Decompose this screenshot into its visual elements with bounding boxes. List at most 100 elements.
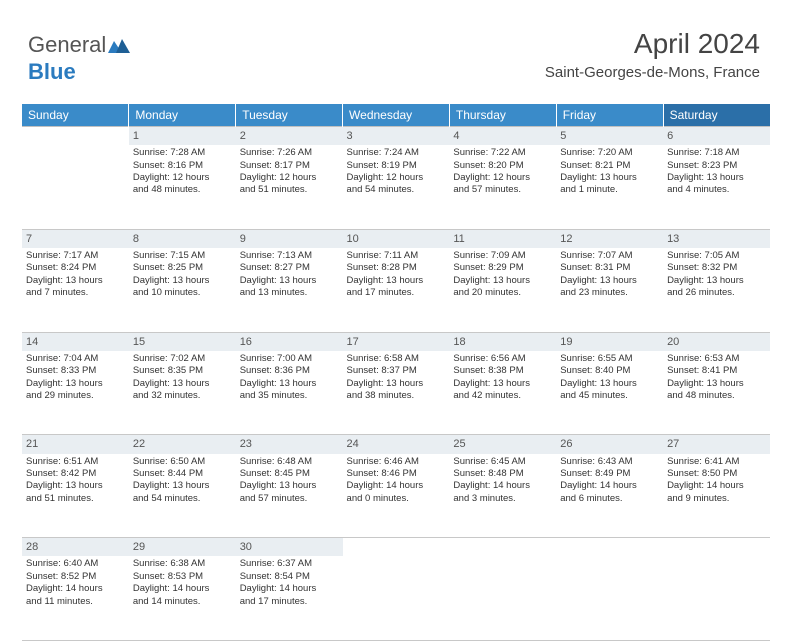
daylight1-text: Daylight: 13 hours — [133, 480, 232, 492]
day-number: 18 — [449, 332, 556, 351]
day-cell: Sunrise: 6:38 AMSunset: 8:53 PMDaylight:… — [129, 556, 236, 640]
weekday-friday: Friday — [556, 104, 663, 127]
daylight1-text: Daylight: 13 hours — [560, 172, 659, 184]
day-cell — [343, 556, 450, 640]
daylight1-text: Daylight: 14 hours — [347, 480, 446, 492]
sunset-text: Sunset: 8:23 PM — [667, 160, 766, 172]
daylight2-text: and 9 minutes. — [667, 493, 766, 505]
sunrise-text: Sunrise: 6:53 AM — [667, 353, 766, 365]
day-number: 7 — [22, 229, 129, 248]
sunset-text: Sunset: 8:41 PM — [667, 365, 766, 377]
day-number: 23 — [236, 435, 343, 454]
sunset-text: Sunset: 8:48 PM — [453, 468, 552, 480]
day-cell — [449, 556, 556, 640]
sunrise-text: Sunrise: 7:22 AM — [453, 147, 552, 159]
daylight1-text: Daylight: 13 hours — [133, 378, 232, 390]
daylight2-text: and 6 minutes. — [560, 493, 659, 505]
daylight1-text: Daylight: 13 hours — [26, 378, 125, 390]
sunrise-text: Sunrise: 6:37 AM — [240, 558, 339, 570]
day-cell: Sunrise: 7:26 AMSunset: 8:17 PMDaylight:… — [236, 145, 343, 229]
day-cell: Sunrise: 6:37 AMSunset: 8:54 PMDaylight:… — [236, 556, 343, 640]
day-number: 22 — [129, 435, 236, 454]
day-cell: Sunrise: 6:45 AMSunset: 8:48 PMDaylight:… — [449, 454, 556, 538]
sunset-text: Sunset: 8:16 PM — [133, 160, 232, 172]
daylight2-text: and 45 minutes. — [560, 390, 659, 402]
sunrise-text: Sunrise: 7:24 AM — [347, 147, 446, 159]
day-cell: Sunrise: 6:48 AMSunset: 8:45 PMDaylight:… — [236, 454, 343, 538]
content-row: Sunrise: 7:04 AMSunset: 8:33 PMDaylight:… — [22, 351, 770, 435]
sunset-text: Sunset: 8:49 PM — [560, 468, 659, 480]
daylight2-text: and 0 minutes. — [347, 493, 446, 505]
daylight1-text: Daylight: 13 hours — [347, 378, 446, 390]
sunrise-text: Sunrise: 7:04 AM — [26, 353, 125, 365]
daylight1-text: Daylight: 13 hours — [240, 275, 339, 287]
daylight1-text: Daylight: 14 hours — [26, 583, 125, 595]
sunrise-text: Sunrise: 7:15 AM — [133, 250, 232, 262]
day-cell — [22, 145, 129, 229]
sunset-text: Sunset: 8:46 PM — [347, 468, 446, 480]
day-number: 24 — [343, 435, 450, 454]
day-number: 26 — [556, 435, 663, 454]
day-cell: Sunrise: 7:28 AMSunset: 8:16 PMDaylight:… — [129, 145, 236, 229]
day-cell: Sunrise: 6:50 AMSunset: 8:44 PMDaylight:… — [129, 454, 236, 538]
daylight1-text: Daylight: 13 hours — [240, 378, 339, 390]
sunset-text: Sunset: 8:27 PM — [240, 262, 339, 274]
day-cell: Sunrise: 7:09 AMSunset: 8:29 PMDaylight:… — [449, 248, 556, 332]
day-number: 21 — [22, 435, 129, 454]
day-number: 2 — [236, 127, 343, 146]
sunrise-text: Sunrise: 6:41 AM — [667, 456, 766, 468]
sunrise-text: Sunrise: 6:55 AM — [560, 353, 659, 365]
day-cell: Sunrise: 6:40 AMSunset: 8:52 PMDaylight:… — [22, 556, 129, 640]
day-cell: Sunrise: 7:20 AMSunset: 8:21 PMDaylight:… — [556, 145, 663, 229]
sunset-text: Sunset: 8:52 PM — [26, 571, 125, 583]
daylight2-text: and 48 minutes. — [133, 184, 232, 196]
daylight2-text: and 17 minutes. — [347, 287, 446, 299]
day-number: 25 — [449, 435, 556, 454]
calendar-table: Sunday Monday Tuesday Wednesday Thursday… — [22, 104, 770, 641]
sunrise-text: Sunrise: 7:07 AM — [560, 250, 659, 262]
day-number: 20 — [663, 332, 770, 351]
daylight1-text: Daylight: 13 hours — [667, 172, 766, 184]
daylight2-text: and 14 minutes. — [133, 596, 232, 608]
sunrise-text: Sunrise: 7:02 AM — [133, 353, 232, 365]
day-cell: Sunrise: 6:55 AMSunset: 8:40 PMDaylight:… — [556, 351, 663, 435]
day-cell: Sunrise: 7:00 AMSunset: 8:36 PMDaylight:… — [236, 351, 343, 435]
content-row: Sunrise: 6:51 AMSunset: 8:42 PMDaylight:… — [22, 454, 770, 538]
daylight2-text: and 29 minutes. — [26, 390, 125, 402]
daylight1-text: Daylight: 14 hours — [133, 583, 232, 595]
daylight1-text: Daylight: 13 hours — [347, 275, 446, 287]
day-number: 1 — [129, 127, 236, 146]
day-number: 5 — [556, 127, 663, 146]
sunset-text: Sunset: 8:32 PM — [667, 262, 766, 274]
daylight1-text: Daylight: 14 hours — [240, 583, 339, 595]
day-number: 4 — [449, 127, 556, 146]
daylight1-text: Daylight: 13 hours — [560, 378, 659, 390]
logo-text-general: General — [28, 32, 106, 57]
sunset-text: Sunset: 8:31 PM — [560, 262, 659, 274]
day-number: 27 — [663, 435, 770, 454]
day-number — [663, 538, 770, 557]
daylight2-text: and 51 minutes. — [240, 184, 339, 196]
day-cell: Sunrise: 7:15 AMSunset: 8:25 PMDaylight:… — [129, 248, 236, 332]
daylight1-text: Daylight: 14 hours — [453, 480, 552, 492]
daylight2-text: and 1 minute. — [560, 184, 659, 196]
day-number: 6 — [663, 127, 770, 146]
sunset-text: Sunset: 8:42 PM — [26, 468, 125, 480]
daylight2-text: and 35 minutes. — [240, 390, 339, 402]
daylight1-text: Daylight: 12 hours — [240, 172, 339, 184]
day-number — [22, 127, 129, 146]
sunrise-text: Sunrise: 7:11 AM — [347, 250, 446, 262]
day-cell — [663, 556, 770, 640]
daylight1-text: Daylight: 12 hours — [453, 172, 552, 184]
daylight1-text: Daylight: 13 hours — [453, 378, 552, 390]
weekday-wednesday: Wednesday — [343, 104, 450, 127]
day-cell: Sunrise: 6:46 AMSunset: 8:46 PMDaylight:… — [343, 454, 450, 538]
sunset-text: Sunset: 8:33 PM — [26, 365, 125, 377]
day-number: 11 — [449, 229, 556, 248]
daylight1-text: Daylight: 13 hours — [667, 275, 766, 287]
day-number: 14 — [22, 332, 129, 351]
content-row: Sunrise: 7:28 AMSunset: 8:16 PMDaylight:… — [22, 145, 770, 229]
day-number: 16 — [236, 332, 343, 351]
day-number: 9 — [236, 229, 343, 248]
sunrise-text: Sunrise: 6:48 AM — [240, 456, 339, 468]
